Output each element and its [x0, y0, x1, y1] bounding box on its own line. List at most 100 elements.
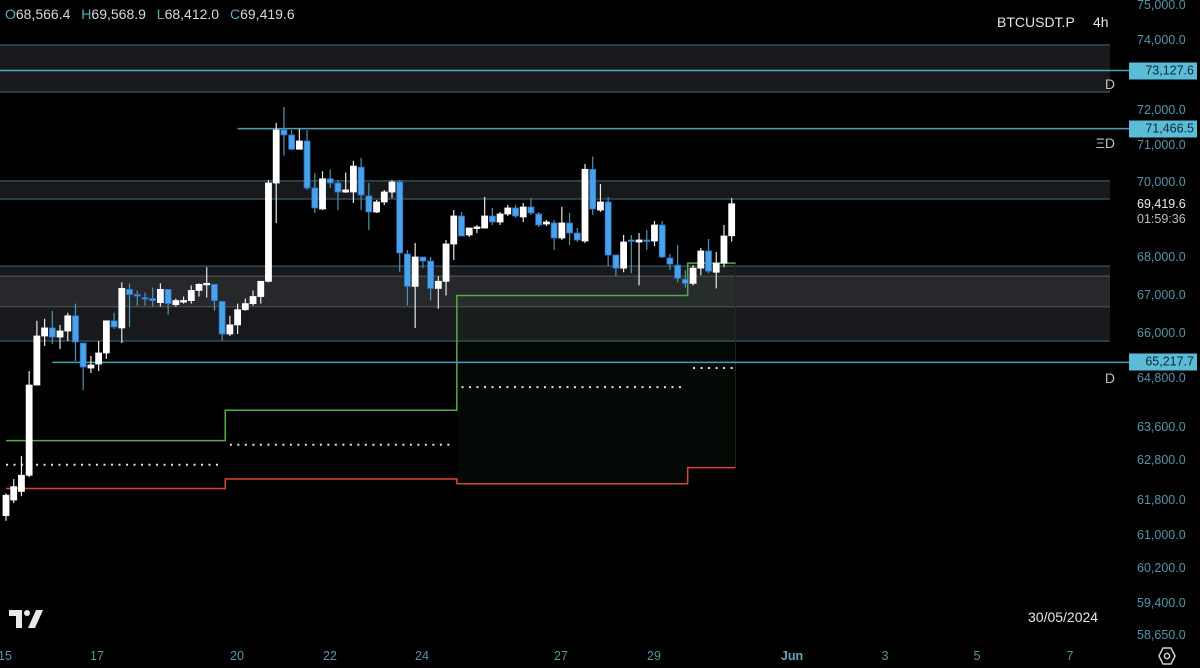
candle-up[interactable] — [2, 494, 10, 517]
zone-box[interactable] — [0, 70, 1110, 93]
candle-down[interactable] — [658, 224, 666, 258]
symbol-name[interactable]: BTCUSDT.P — [997, 14, 1075, 30]
candle-down[interactable] — [133, 294, 141, 297]
candle-down[interactable] — [404, 253, 411, 287]
candle-down[interactable] — [458, 215, 465, 237]
candle-up[interactable] — [496, 213, 504, 223]
candle-up[interactable] — [689, 267, 697, 284]
candle-down[interactable] — [550, 222, 558, 239]
zone-box[interactable] — [0, 180, 1110, 199]
candle-down[interactable] — [604, 201, 612, 256]
candle-up[interactable] — [295, 140, 303, 150]
candle-down[interactable] — [612, 254, 620, 269]
candle-down[interactable] — [566, 222, 573, 234]
candle-down[interactable] — [666, 257, 674, 265]
candle-up[interactable] — [597, 201, 604, 211]
candle-down[interactable] — [365, 195, 373, 213]
candle-down[interactable] — [288, 134, 296, 150]
candle-up[interactable] — [87, 364, 95, 369]
candle-up[interactable] — [265, 182, 272, 282]
candle-up[interactable] — [411, 256, 419, 287]
candle-up[interactable] — [156, 289, 164, 304]
candle-up[interactable] — [56, 330, 64, 338]
candle-up[interactable] — [249, 296, 257, 305]
candle-down[interactable] — [149, 298, 157, 301]
candle-up[interactable] — [697, 250, 705, 269]
candle-down[interactable] — [627, 239, 635, 242]
candle-up[interactable] — [620, 241, 627, 269]
candle-up[interactable] — [434, 280, 442, 289]
candle-down[interactable] — [419, 256, 427, 262]
candle-up[interactable] — [41, 327, 48, 337]
candle-up[interactable] — [226, 324, 234, 335]
candle-down[interactable] — [674, 264, 682, 279]
candle-up[interactable] — [195, 283, 203, 291]
candle-up[interactable] — [450, 215, 458, 245]
candle-down[interactable] — [643, 239, 651, 242]
candle-down[interactable] — [164, 289, 172, 305]
candle-up[interactable] — [651, 224, 658, 242]
candle-down[interactable] — [79, 342, 87, 368]
candle-up[interactable] — [25, 384, 33, 476]
candle-up[interactable] — [241, 303, 249, 311]
candle-up[interactable] — [18, 474, 25, 492]
candle-up[interactable] — [720, 235, 728, 264]
candle-up[interactable] — [728, 203, 736, 237]
candle-up[interactable] — [442, 243, 450, 282]
candle-up[interactable] — [504, 207, 512, 215]
candle-down[interactable] — [573, 232, 581, 241]
candle-down[interactable] — [311, 187, 319, 209]
candle-up[interactable] — [33, 335, 41, 386]
candle-down[interactable] — [535, 213, 543, 226]
candle-up[interactable] — [118, 288, 126, 329]
candle-down[interactable] — [211, 283, 218, 301]
timeframe[interactable]: 4h — [1093, 14, 1109, 30]
candle-up[interactable] — [558, 222, 566, 239]
candle-up[interactable] — [272, 129, 280, 184]
candle-down[interactable] — [705, 250, 712, 272]
candle-up[interactable] — [203, 282, 211, 286]
candle-up[interactable] — [543, 221, 550, 225]
candle-down[interactable] — [427, 260, 435, 289]
candle-up[interactable] — [519, 206, 527, 218]
candle-down[interactable] — [48, 327, 56, 338]
candle-up[interactable] — [102, 320, 110, 354]
candle-up[interactable] — [319, 178, 326, 210]
candle-down[interactable] — [326, 178, 334, 184]
candle-up[interactable] — [380, 191, 388, 203]
candle-down[interactable] — [396, 181, 404, 254]
settings-icon[interactable] — [1157, 646, 1177, 666]
tradingview-logo-icon[interactable] — [9, 609, 43, 629]
candle-up[interactable] — [187, 290, 195, 301]
candle-down[interactable] — [303, 140, 311, 189]
candle-up[interactable] — [10, 486, 18, 501]
candle-down[interactable] — [488, 215, 496, 223]
candle-up[interactable] — [635, 239, 643, 243]
candle-up[interactable] — [388, 181, 396, 193]
candle-down[interactable] — [280, 129, 288, 136]
zone-box[interactable] — [0, 45, 1110, 71]
candle-up[interactable] — [349, 165, 357, 193]
candle-down[interactable] — [126, 289, 133, 295]
candle-up[interactable] — [465, 227, 473, 236]
candle-up[interactable] — [712, 262, 720, 273]
candle-down[interactable] — [72, 315, 79, 343]
candle-down[interactable] — [681, 278, 689, 284]
candle-up[interactable] — [257, 280, 265, 297]
candle-up[interactable] — [373, 201, 380, 213]
candle-up[interactable] — [342, 189, 350, 193]
candle-down[interactable] — [334, 182, 342, 193]
candle-down[interactable] — [110, 320, 118, 328]
candle-up[interactable] — [481, 215, 489, 229]
candle-down[interactable] — [589, 168, 597, 210]
candle-up[interactable] — [180, 300, 187, 303]
candle-up[interactable] — [234, 309, 242, 326]
candle-down[interactable] — [141, 297, 149, 300]
candle-up[interactable] — [473, 226, 481, 229]
candle-up[interactable] — [581, 168, 589, 242]
candle-down[interactable] — [527, 206, 535, 214]
candle-up[interactable] — [64, 315, 72, 332]
candle-down[interactable] — [512, 207, 519, 217]
candle-down[interactable] — [357, 166, 365, 196]
